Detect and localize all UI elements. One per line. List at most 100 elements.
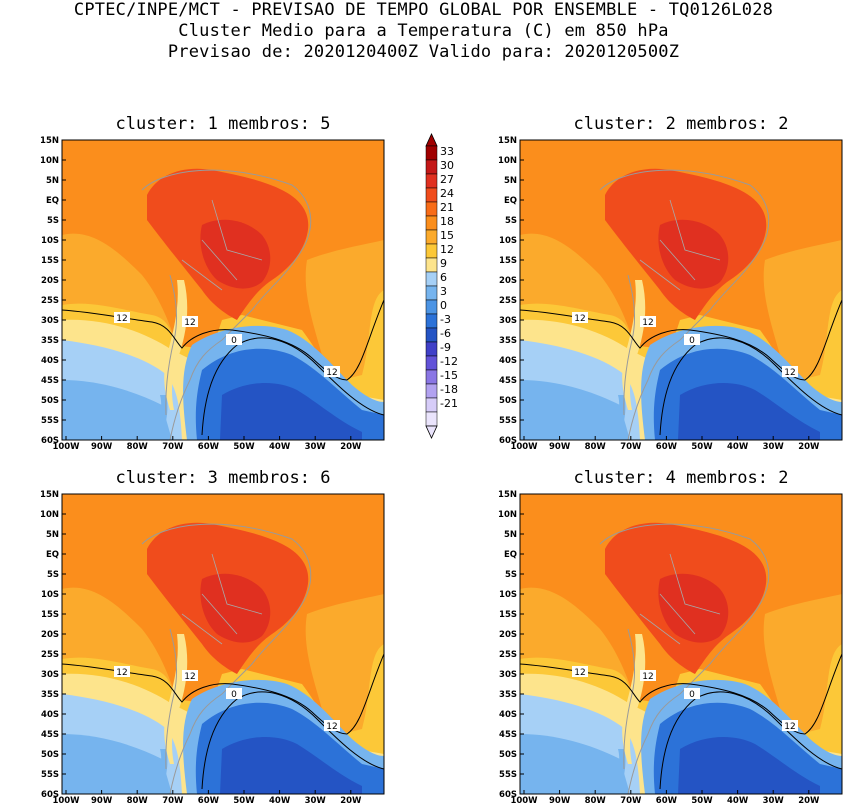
panel-title-2: cluster: 2 membros: 2 [573, 114, 789, 134]
colorbar-swatch [425, 327, 438, 343]
lat-tick-label: 15N [498, 490, 517, 500]
contour-12 [62, 653, 384, 735]
contour-label: 12 [326, 722, 337, 732]
lon-tick-label: 90W [91, 796, 113, 803]
contour-12 [62, 299, 384, 381]
lon-tick-label: 50W [233, 796, 255, 803]
map-frame [61, 493, 385, 795]
contour-label: 0 [689, 690, 695, 700]
colorbar-swatch [425, 145, 438, 161]
patagonia-tip [612, 395, 626, 440]
contour-label: 12 [326, 368, 337, 378]
map-panel-3: 12 12 0 12 15N 10N 5N EQ 5S 10S 15S 20S 25S 30S 35S 40S… [40, 490, 385, 803]
panel-title-1: cluster: 1 membros: 5 [115, 114, 331, 134]
lat-tick-label: 30S [499, 670, 517, 680]
map-panel-2: 12 12 0 12 15N 10N 5N EQ 5S 10S 15S 20S 25S 30S 35S 40S… [498, 136, 843, 452]
contour-0 [201, 691, 384, 790]
lon-tick-label: 40W [727, 796, 749, 803]
lat-tick-label: 55S [41, 416, 59, 426]
lon-tick-label: 60W [198, 796, 220, 803]
contour-label: 12 [184, 672, 195, 682]
contour-label: 12 [184, 318, 195, 328]
colorbar-bottom-arrow [425, 425, 438, 439]
continent-core [200, 573, 271, 643]
lon-tick-label: 80W [127, 796, 149, 803]
lon-tick-label: 80W [585, 796, 607, 803]
contour-label: 12 [574, 314, 585, 324]
colorbar-label: 30 [440, 159, 454, 172]
lat-tick-label: 30S [499, 316, 517, 326]
colder-pacific [62, 380, 172, 440]
map-frame [519, 493, 843, 795]
lat-tick-label: 55S [499, 416, 517, 426]
colorbar-swatch [425, 355, 438, 371]
contour-12 [520, 299, 842, 381]
colorbar-label: 12 [440, 243, 454, 256]
lon-tick-label: 30W [305, 796, 327, 803]
contour-label-box [782, 366, 798, 377]
map-field: 12 12 0 12 [62, 140, 384, 440]
lat-tick-label: 60S [499, 436, 517, 446]
lat-tick-label: 5S [47, 216, 59, 226]
colorbar-label: 9 [440, 257, 447, 270]
lat-tick-label: 20S [499, 276, 517, 286]
lat-tick-label: 40S [499, 710, 517, 720]
colorbar-label: 21 [440, 201, 454, 214]
lat-tick-label: 50S [41, 396, 59, 406]
contour-label-box [324, 720, 340, 731]
map-frame [61, 139, 385, 441]
contour-label-box [182, 670, 198, 681]
colorbar-label: -18 [440, 383, 458, 396]
colder-pacific [520, 734, 630, 794]
lon-tick-label: 100W [510, 442, 538, 452]
contour-label-box [114, 312, 130, 323]
colorbar-label: 6 [440, 271, 447, 284]
lat-tick-label: 5N [504, 530, 517, 540]
lat-tick-label: 25S [41, 650, 59, 660]
colorbar-swatch [425, 215, 438, 231]
continent-core [200, 219, 271, 289]
lat-tick-label: 15S [41, 256, 59, 266]
west-coastline [165, 628, 178, 770]
lon-tick-label: 70W [620, 796, 642, 803]
colorbar-swatch [425, 187, 438, 203]
lat-tick-label: 15N [498, 136, 517, 146]
west-coastline [165, 274, 178, 416]
lat-tick-label: 10N [40, 156, 59, 166]
lon-tick-label: 80W [585, 442, 607, 452]
lat-tick-label: 15S [499, 256, 517, 266]
lon-tick-label: 50W [233, 442, 255, 452]
contour-0 [201, 337, 384, 436]
atlantic-coldest [220, 737, 362, 794]
colorbar-top-arrow [425, 133, 438, 147]
lat-tick-label: 5S [47, 570, 59, 580]
lon-tick-label: 70W [162, 442, 184, 452]
map-frame [519, 139, 843, 441]
lat-tick-label: 10N [498, 156, 517, 166]
contour-0 [659, 691, 842, 790]
lon-tick-label: 50W [691, 796, 713, 803]
map-panel-4: 12 12 0 12 15N 10N 5N EQ 5S 10S 15S 20S 25S 30S 35S 40S… [498, 490, 843, 803]
lat-tick-label: 30S [41, 316, 59, 326]
lat-tick-label: 40S [41, 710, 59, 720]
colorbar-label: 27 [440, 173, 454, 186]
lat-tick-label: 20S [41, 276, 59, 286]
contour-label-box [572, 312, 588, 323]
contour-label-box [572, 666, 588, 677]
header-title: CPTEC/INPE/MCT - PREVISAO DE TEMPO GLOBA… [73, 0, 774, 20]
colorbar-swatch [425, 271, 438, 287]
contour-label-box [684, 334, 700, 345]
contour-label-box [324, 366, 340, 377]
coastline [599, 169, 770, 440]
lat-tick-label: 15S [41, 610, 59, 620]
lat-tick-label: 55S [41, 770, 59, 780]
colorbar-swatch [425, 411, 438, 427]
lat-tick-label: 5N [46, 530, 59, 540]
contour-label-box [182, 316, 198, 327]
colorbar-label: -3 [440, 313, 451, 326]
contour-label-box [226, 334, 242, 345]
lat-tick-label: 15N [40, 490, 59, 500]
lat-tick-label: 15N [40, 136, 59, 146]
lon-tick-label: 90W [549, 442, 571, 452]
lat-tick-label: 45S [499, 376, 517, 386]
